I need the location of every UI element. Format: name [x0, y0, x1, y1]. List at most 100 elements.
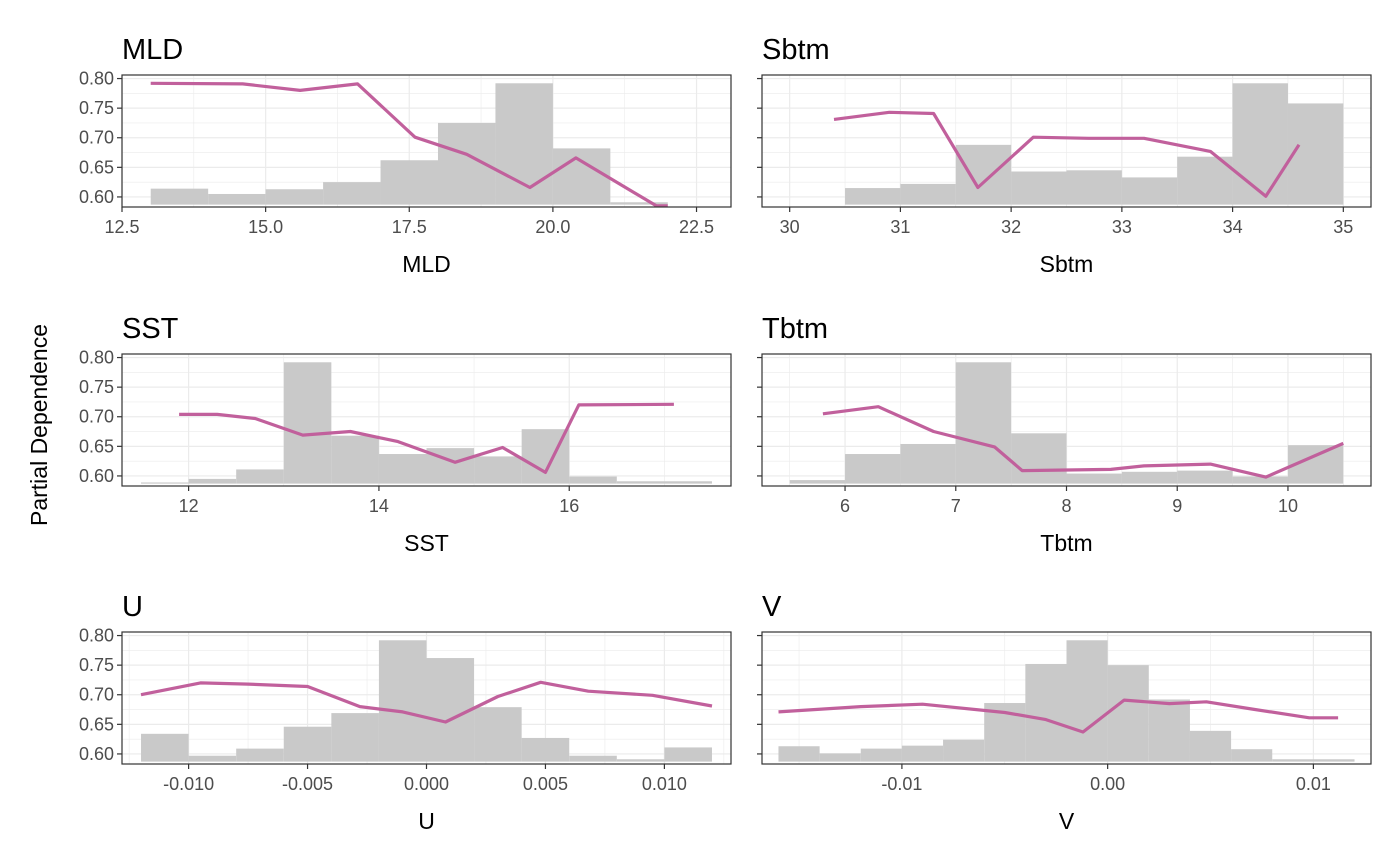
- histogram: [845, 83, 1344, 205]
- hist-bar: [1066, 473, 1122, 484]
- x-tick-label: 12.5: [104, 217, 139, 237]
- histogram: [789, 362, 1344, 484]
- hist-bar: [845, 454, 901, 484]
- panel-mld: MLD 12.5 15.0 17.5 20.0 22.5 0.60 0.65 0.70 0.75 0…: [79, 34, 732, 277]
- y-tick-label: 0.75: [79, 655, 114, 675]
- hist-bar: [1189, 730, 1232, 762]
- y-tick-label: 0.75: [79, 377, 114, 397]
- hist-bar: [1232, 83, 1288, 205]
- hist-bar: [955, 362, 1012, 484]
- hist-bar: [283, 726, 332, 762]
- hist-bar: [1148, 699, 1190, 762]
- y-tick-label: 0.70: [79, 407, 114, 427]
- hist-bar: [331, 713, 379, 762]
- hist-bar: [380, 160, 438, 205]
- pd-points: [150, 83, 668, 206]
- hist-bar: [1231, 749, 1273, 762]
- x-tick-label: 7: [951, 496, 961, 516]
- panel-border: [121, 353, 732, 487]
- hist-bar: [521, 737, 570, 762]
- hist-bar: [901, 745, 944, 762]
- histogram: [150, 83, 668, 205]
- histogram: [778, 640, 1355, 762]
- x-tick-label: 20.0: [535, 217, 570, 237]
- x-tick-label: 16: [559, 496, 579, 516]
- x-tick-label: 30: [780, 217, 800, 237]
- panels: MLD 12.5 15.0 17.5 20.0 22.5 0.60 0.65 0.70 0.75 0…: [79, 34, 1372, 834]
- x-tick-label: 22.5: [679, 217, 714, 237]
- hist-bar: [1287, 103, 1344, 205]
- y-tick-label: 0.80: [79, 348, 114, 368]
- y-tick-label: 0.70: [79, 685, 114, 705]
- hist-bar: [188, 478, 237, 484]
- hist-bar: [1011, 433, 1067, 484]
- x-tick-label: -0.010: [163, 774, 214, 794]
- panel-border: [761, 631, 1372, 765]
- hist-bar: [1177, 156, 1233, 205]
- hist-bar: [616, 759, 665, 762]
- panel-title: Tbtm: [762, 313, 828, 345]
- hist-bar: [552, 148, 611, 205]
- hist-bar: [188, 755, 237, 762]
- pd-points: [141, 682, 712, 722]
- x-axis-title: SST: [404, 530, 449, 556]
- hist-bar: [283, 362, 332, 484]
- x-tick-label: 0.01: [1296, 774, 1331, 794]
- hist-bar: [610, 202, 668, 205]
- hist-bar: [789, 480, 846, 484]
- x-axis-title: Tbtm: [1040, 530, 1092, 556]
- hist-bar: [955, 144, 1012, 205]
- x-tick-label: 34: [1223, 217, 1243, 237]
- figure-y-axis-title: Partial Dependence: [26, 324, 52, 526]
- panel-title: Sbtm: [762, 34, 830, 66]
- hist-bar: [331, 435, 379, 484]
- panel-border: [761, 74, 1372, 208]
- hist-bar: [208, 193, 266, 205]
- y-tick-label: 0.65: [79, 157, 114, 177]
- x-axis-title: MLD: [402, 251, 451, 277]
- hist-bar: [141, 733, 189, 762]
- panel-v: V -0.01 0.00 0.01 V: [757, 591, 1372, 834]
- histogram: [141, 640, 712, 762]
- y-tick-label: 0.60: [79, 187, 114, 207]
- pd-points: [833, 112, 1300, 197]
- x-axis-title: V: [1059, 808, 1075, 834]
- hist-bar: [1121, 471, 1178, 484]
- hist-bar: [236, 469, 284, 484]
- hist-bar: [664, 747, 712, 762]
- hist-bar: [845, 188, 901, 205]
- y-tick-label: 0.60: [79, 744, 114, 764]
- pd-line: [140, 680, 713, 724]
- hist-bar: [378, 454, 427, 484]
- x-axis-title: Sbtm: [1040, 251, 1094, 277]
- hist-bar: [900, 183, 956, 205]
- pd-points: [179, 404, 674, 473]
- pd-line: [179, 402, 674, 474]
- panel-title: MLD: [122, 34, 183, 66]
- x-tick-label: 12: [179, 496, 199, 516]
- pd-points: [822, 406, 1344, 478]
- pd-line: [833, 110, 1301, 198]
- x-tick-label: 0.00: [1090, 774, 1125, 794]
- panel-title: V: [762, 591, 782, 623]
- hist-bar: [569, 476, 617, 484]
- pd-line: [822, 405, 1344, 479]
- hist-bar: [474, 707, 522, 762]
- hist-bar: [1272, 759, 1355, 762]
- hist-bar: [474, 456, 522, 484]
- panel-tbtm: Tbtm 6 7 8 9 10 Tbtm: [757, 313, 1372, 556]
- x-tick-label: 10: [1278, 496, 1298, 516]
- hist-bar: [495, 83, 553, 205]
- hist-bar: [616, 481, 712, 484]
- hist-bar: [1232, 476, 1288, 484]
- hist-bar: [1107, 665, 1149, 762]
- x-axis-title: U: [418, 808, 435, 834]
- panel-u: U -0.010 -0.005 0.000 0.005 0.010 0.60 0.65 0.70…: [79, 591, 732, 834]
- y-tick-label: 0.70: [79, 128, 114, 148]
- x-tick-label: 33: [1112, 217, 1132, 237]
- y-tick-label: 0.80: [79, 69, 114, 89]
- hist-bar: [426, 658, 475, 762]
- pd-line: [150, 81, 668, 207]
- histogram: [141, 362, 712, 484]
